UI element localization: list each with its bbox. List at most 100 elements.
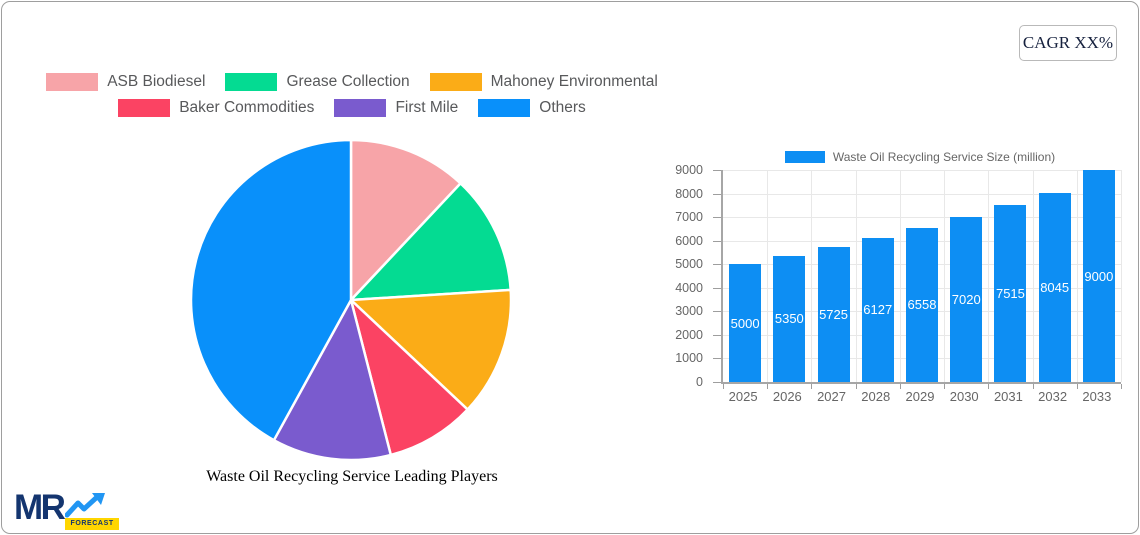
x-tick-mark bbox=[811, 384, 813, 389]
y-tick-mark bbox=[713, 334, 721, 336]
h-gridline bbox=[723, 170, 1121, 171]
x-tick-mark bbox=[899, 384, 901, 389]
y-tick-mark bbox=[713, 382, 721, 383]
pie-slice-grease-collection bbox=[349, 182, 512, 302]
v-gridline bbox=[1076, 170, 1078, 382]
bar-value-label: 5350 bbox=[774, 311, 804, 327]
bar-plot-area: 5000 5350 5725 6127 6558 7020 7515 8045 9000 bbox=[713, 170, 1122, 389]
legend-swatch bbox=[478, 99, 531, 117]
bar-2028: 6127 bbox=[861, 237, 894, 382]
bar-value-label: 5725 bbox=[819, 307, 848, 323]
x-tick-label-2027: 2027 bbox=[817, 389, 846, 404]
legend-swatch bbox=[429, 73, 482, 91]
x-tick-mark bbox=[723, 384, 724, 389]
pie-title: Waste Oil Recycling Service Leading Play… bbox=[206, 468, 498, 485]
y-tick-mark bbox=[713, 170, 721, 171]
x-tick-mark bbox=[855, 384, 857, 389]
y-tick-label: 7000 bbox=[675, 210, 703, 225]
legend-item-mahoney-environmental: Mahoney Environmental bbox=[429, 73, 658, 91]
pie-slice-asb-biodiesel bbox=[349, 138, 462, 302]
legend-item-baker-commodities: Baker Commodities bbox=[118, 99, 314, 117]
x-axis-labels: 2025 2026 2027 2028 2029 2030 2031 2032 2033 bbox=[721, 389, 1119, 404]
x-tick-mark bbox=[1032, 384, 1034, 389]
x-tick-label-2031: 2031 bbox=[993, 389, 1023, 404]
v-gridline bbox=[1032, 170, 1034, 382]
x-tick-mark bbox=[767, 384, 769, 389]
pie-legend-row: ASB Biodiesel Grease Collection Mahoney En… bbox=[46, 73, 658, 91]
h-gridline bbox=[723, 217, 1121, 219]
pie-legend-row: Baker Commodities First Mile Others bbox=[118, 99, 586, 117]
v-gridline bbox=[944, 170, 946, 382]
bar-2025: 5000 bbox=[729, 264, 762, 382]
bar-value-label: 7515 bbox=[995, 285, 1025, 301]
y-tick-mark bbox=[713, 217, 721, 219]
y-tick-mark bbox=[713, 311, 721, 313]
bar-legend-label: Waste Oil Recycling Service Size (millio… bbox=[832, 150, 1056, 164]
bar-legend-swatch bbox=[784, 151, 825, 163]
y-tick-label: 9000 bbox=[675, 163, 703, 177]
v-gridline bbox=[855, 170, 857, 382]
y-tick-label: 2000 bbox=[675, 327, 703, 342]
pie-slice-mahoney-environmental bbox=[349, 288, 513, 411]
legend-item-others: Others bbox=[478, 99, 586, 117]
v-gridline bbox=[767, 170, 769, 382]
legend-label: Mahoney Environmental bbox=[490, 73, 658, 90]
bar-value-label: 8045 bbox=[1040, 279, 1070, 295]
legend-label: Grease Collection bbox=[286, 73, 410, 90]
legend-swatch bbox=[118, 99, 171, 117]
y-tick-mark bbox=[713, 240, 721, 242]
pie-slice-others bbox=[189, 138, 353, 442]
bar-2033: 9000 bbox=[1082, 170, 1115, 382]
legend-item-first-mile: First Mile bbox=[334, 99, 458, 117]
x-tick-label-2032: 2032 bbox=[1038, 389, 1068, 404]
legend-label: Others bbox=[539, 99, 586, 116]
x-tick-label-2030: 2030 bbox=[949, 389, 979, 404]
pie-slice-baker-commodities bbox=[349, 298, 469, 457]
legend-label: Baker Commodities bbox=[179, 99, 315, 116]
cagr-button[interactable]: CAGR XX% bbox=[1019, 25, 1117, 61]
pie-legend: ASB Biodiesel Grease Collection Mahoney En… bbox=[2, 73, 702, 117]
bar-chart-legend: Waste Oil Recycling Service Size (millio… bbox=[721, 149, 1119, 165]
bar-value-label: 5000 bbox=[730, 315, 760, 331]
mrforecast-logo[interactable]: MR FORECAST bbox=[14, 488, 119, 530]
bar-2032: 8045 bbox=[1038, 192, 1071, 382]
x-tick-mark bbox=[944, 384, 946, 389]
legend-item-asb-biodiesel: ASB Biodiesel bbox=[46, 73, 205, 91]
x-tick-label-2033: 2033 bbox=[1082, 389, 1112, 404]
y-tick-label: 4000 bbox=[675, 280, 703, 295]
h-gridline bbox=[723, 193, 1121, 195]
legend-label: First Mile bbox=[395, 99, 459, 116]
v-gridline bbox=[988, 170, 990, 382]
x-tick-mark bbox=[988, 384, 990, 389]
bar-value-label: 7020 bbox=[951, 291, 981, 307]
y-tick-mark bbox=[713, 264, 721, 266]
v-gridline bbox=[1121, 170, 1122, 382]
y-tick-mark bbox=[713, 193, 721, 195]
bar-value-label: 6127 bbox=[863, 302, 893, 318]
bar-value-label: 9000 bbox=[1084, 268, 1114, 284]
y-tick-label: 6000 bbox=[675, 233, 703, 248]
y-tick-label: 0 bbox=[696, 375, 703, 389]
x-tick-mark bbox=[1121, 384, 1122, 389]
y-tick-mark bbox=[713, 287, 721, 289]
pie-chart bbox=[181, 130, 521, 470]
bar-2030: 7020 bbox=[950, 216, 983, 382]
trend-arrow-icon bbox=[65, 493, 106, 518]
y-tick-label: 5000 bbox=[675, 257, 703, 272]
y-tick-label: 3000 bbox=[675, 304, 703, 319]
logo-badge-label: FORECAST bbox=[65, 518, 119, 530]
pie-slice-first-mile bbox=[272, 298, 393, 462]
y-tick-label: 8000 bbox=[675, 186, 703, 201]
legend-label: ASB Biodiesel bbox=[107, 73, 206, 90]
bar-2026: 5350 bbox=[773, 255, 806, 382]
legend-swatch bbox=[225, 73, 278, 91]
v-gridline bbox=[899, 170, 901, 382]
bar-chart: Waste Oil Recycling Service Size (millio… bbox=[662, 145, 1138, 411]
y-tick-label: 1000 bbox=[675, 351, 703, 366]
x-tick-label-2025: 2025 bbox=[728, 389, 758, 404]
bar-2027: 5725 bbox=[817, 247, 850, 382]
x-tick-label-2029: 2029 bbox=[905, 389, 935, 404]
legend-swatch bbox=[334, 99, 387, 117]
bar-2031: 7515 bbox=[994, 204, 1027, 382]
